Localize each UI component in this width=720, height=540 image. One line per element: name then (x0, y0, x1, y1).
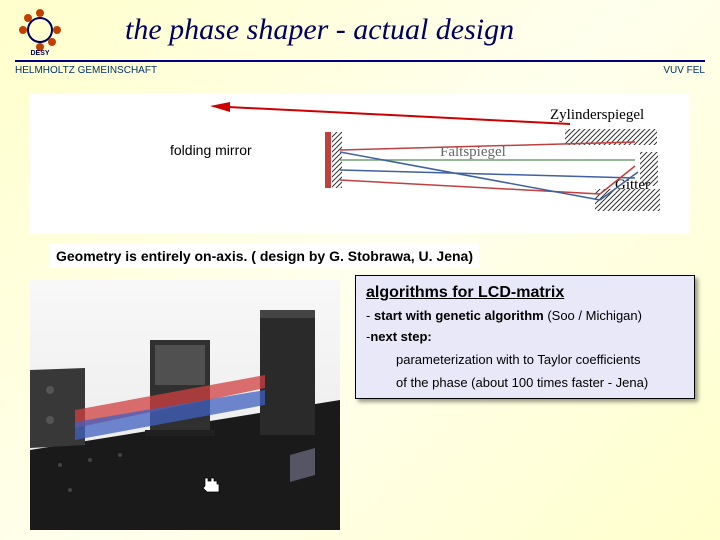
algo-sub-1: parameterization with to Taylor coeffici… (396, 352, 684, 367)
algorithms-box: algorithms for LCD-matrix - start with g… (355, 275, 695, 399)
desy-logo: DESY (15, 5, 65, 55)
algo-line-1: - start with genetic algorithm (Soo / Mi… (366, 308, 684, 323)
svg-text:DESY: DESY (30, 50, 49, 55)
svg-text:Zylinderspiegel: Zylinderspiegel (550, 107, 644, 123)
geometry-caption: Geometry is entirely on-axis. ( design b… (50, 244, 479, 268)
algo-title: algorithms for LCD-matrix (366, 284, 684, 302)
apparatus-photo (30, 280, 340, 530)
algo-line-2: -next step: (366, 329, 684, 344)
org-right: VUV FEL (663, 65, 705, 76)
org-left: HELMHOLTZ GEMEINSCHAFT (15, 65, 157, 76)
page-title: the phase shaper - actual design (125, 13, 514, 47)
algo-sub-2: of the phase (about 100 times faster - J… (396, 375, 684, 390)
optical-diagram: Zylinderspiegel Faltspiegel Gitter foldi… (30, 94, 690, 234)
folding-mirror-label: folding mirror (170, 142, 252, 158)
